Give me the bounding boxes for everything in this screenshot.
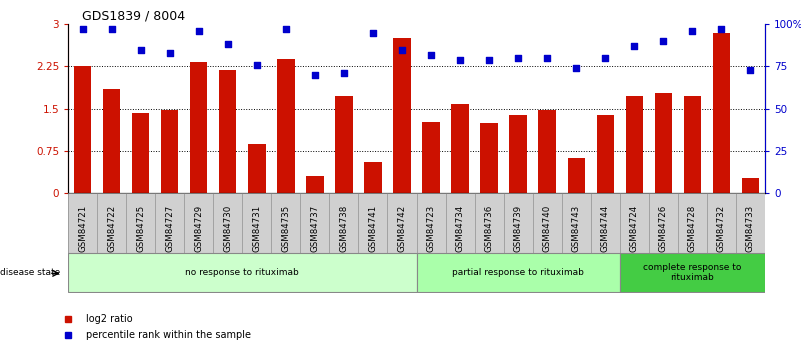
Text: GSM84741: GSM84741 [368, 205, 377, 252]
Text: GSM84732: GSM84732 [717, 205, 726, 252]
Point [483, 57, 496, 62]
Text: GSM84728: GSM84728 [688, 205, 697, 252]
FancyBboxPatch shape [68, 253, 417, 293]
Point [453, 57, 466, 62]
Text: GSM84740: GSM84740 [543, 205, 552, 252]
Text: GSM84738: GSM84738 [340, 205, 348, 252]
Text: GSM84743: GSM84743 [572, 205, 581, 252]
Point [657, 38, 670, 44]
Point [570, 65, 582, 71]
Point [76, 27, 89, 32]
Bar [742, 178, 759, 193]
Text: GSM84739: GSM84739 [513, 205, 522, 252]
Text: GSM84731: GSM84731 [252, 205, 261, 252]
Bar [422, 122, 440, 193]
Text: 0: 0 [75, 188, 82, 198]
Point [715, 27, 728, 32]
Text: GSM84729: GSM84729 [195, 205, 203, 252]
Point [221, 42, 234, 47]
Bar [335, 96, 352, 193]
Bar [538, 110, 556, 193]
Text: GSM84734: GSM84734 [456, 205, 465, 252]
Point [105, 27, 118, 32]
Text: GSM84744: GSM84744 [601, 205, 610, 252]
Bar [597, 116, 614, 193]
Bar [393, 38, 411, 193]
Bar [219, 70, 236, 193]
FancyBboxPatch shape [68, 193, 765, 292]
Point [686, 28, 698, 34]
Text: GSM84727: GSM84727 [165, 205, 174, 252]
Point [744, 67, 757, 72]
Point [280, 27, 292, 32]
Point [251, 62, 264, 68]
Bar [364, 162, 381, 193]
Point [541, 55, 553, 61]
FancyBboxPatch shape [417, 253, 620, 293]
Bar [509, 116, 527, 193]
Bar [481, 123, 497, 193]
Text: GSM84725: GSM84725 [136, 205, 145, 252]
Point [512, 55, 525, 61]
Text: GSM84742: GSM84742 [397, 205, 406, 252]
Bar [248, 144, 266, 193]
Bar [277, 59, 295, 193]
Point [192, 28, 205, 34]
Point [135, 47, 147, 52]
Text: GSM84736: GSM84736 [485, 205, 493, 252]
Bar [713, 32, 731, 193]
Text: partial response to rituximab: partial response to rituximab [453, 268, 584, 277]
Point [308, 72, 321, 78]
Text: GSM84723: GSM84723 [427, 205, 436, 252]
Text: disease state: disease state [0, 268, 60, 277]
Text: complete response to
rituximab: complete response to rituximab [643, 263, 742, 282]
Text: GSM84724: GSM84724 [630, 205, 638, 252]
Bar [190, 62, 207, 193]
Text: log2 ratio: log2 ratio [86, 314, 132, 324]
Bar [103, 89, 120, 193]
Text: no response to rituximab: no response to rituximab [185, 268, 300, 277]
Text: GDS1839 / 8004: GDS1839 / 8004 [82, 10, 185, 23]
Point [337, 70, 350, 76]
Text: GSM84735: GSM84735 [281, 205, 290, 252]
Bar [74, 66, 91, 193]
Bar [306, 176, 324, 193]
Text: percentile rank within the sample: percentile rank within the sample [86, 330, 251, 339]
Point [599, 55, 612, 61]
Bar [451, 104, 469, 193]
Text: GSM84721: GSM84721 [78, 205, 87, 252]
Bar [683, 96, 701, 193]
Point [396, 47, 409, 52]
Text: GSM84733: GSM84733 [746, 205, 755, 252]
Bar [161, 110, 179, 193]
Bar [654, 93, 672, 193]
Point [628, 43, 641, 49]
Point [367, 30, 380, 35]
Bar [132, 113, 149, 193]
Point [163, 50, 176, 56]
Text: GSM84730: GSM84730 [223, 205, 232, 252]
FancyBboxPatch shape [620, 253, 765, 293]
Text: GSM84737: GSM84737 [311, 205, 320, 252]
Bar [567, 158, 585, 193]
Text: GSM84722: GSM84722 [107, 205, 116, 252]
Bar [626, 96, 643, 193]
Point [425, 52, 437, 57]
Text: GSM84726: GSM84726 [659, 205, 668, 252]
